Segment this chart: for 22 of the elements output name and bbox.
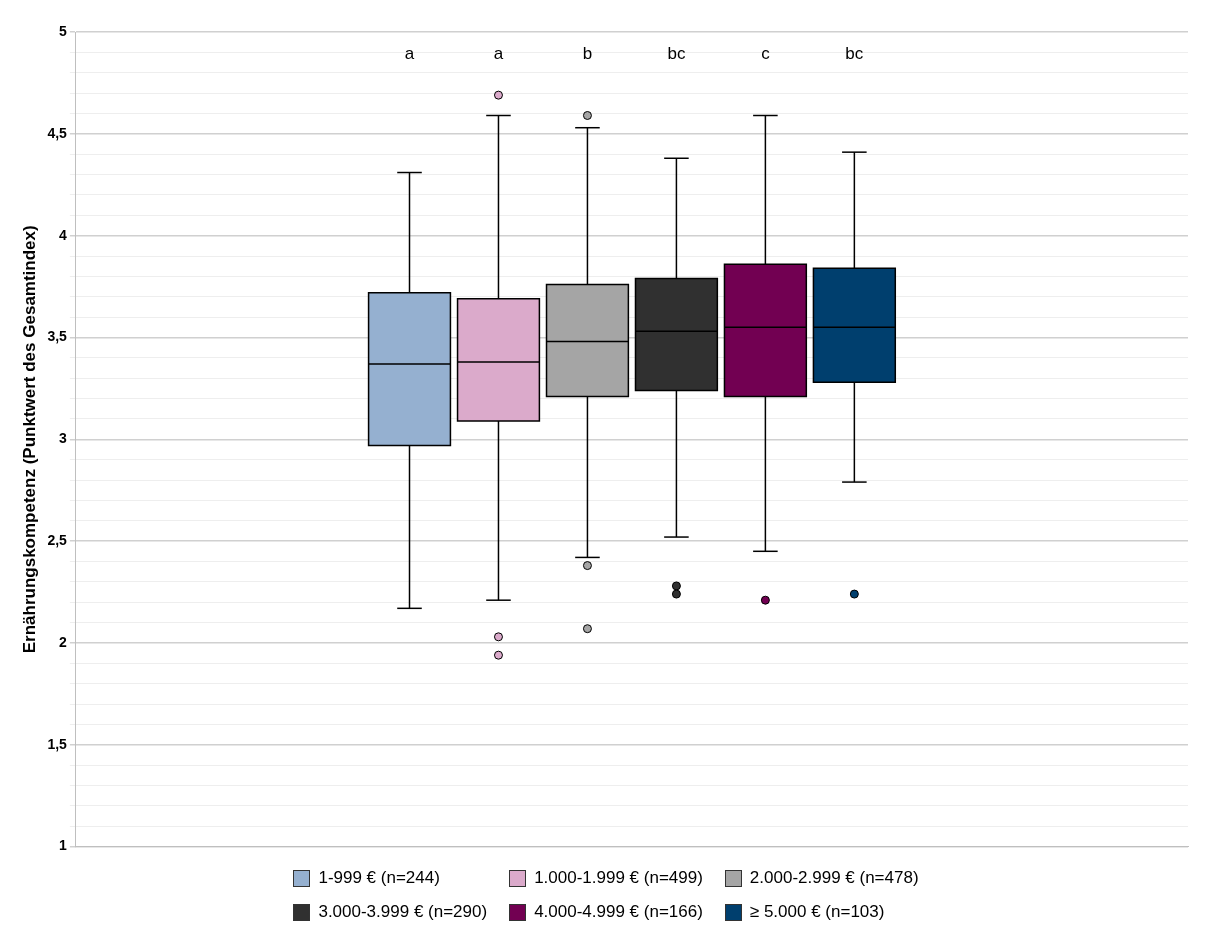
legend-label: ≥ 5.000 € (n=103) [749, 902, 885, 922]
y-tick-label: 3 [59, 430, 68, 447]
y-tick-label: 2 [59, 633, 68, 650]
legend-label: 3.000-3.999 € (n=290) [318, 902, 488, 922]
y-tick-label: 1,5 [47, 735, 68, 752]
legend-label: 1.000-1.999 € (n=499) [534, 868, 703, 888]
annotation: bc [845, 43, 864, 63]
y-tick-label: 3,5 [47, 328, 68, 345]
y-tick-label: 4,5 [47, 124, 68, 141]
y-tick-label: 2,5 [47, 531, 68, 548]
annotation: c [761, 43, 771, 63]
y-tick-label: 1 [59, 837, 68, 854]
y-tick-label: 4 [59, 226, 68, 243]
annotation: a [404, 43, 415, 63]
legend-label: 2.000-2.999 € (n=478) [749, 868, 919, 888]
annotation: bc [667, 43, 686, 63]
legend-label: 1-999 € (n=244) [318, 868, 440, 888]
y-tick-label: 5 [59, 22, 68, 39]
legend-label: 4.000-4.999 € (n=166) [534, 902, 703, 922]
annotation: b [582, 43, 593, 63]
annotation: a [493, 43, 504, 63]
y-axis-title: Ernährungskompetenz (Punktwert des Gesamtindex) [19, 225, 39, 654]
